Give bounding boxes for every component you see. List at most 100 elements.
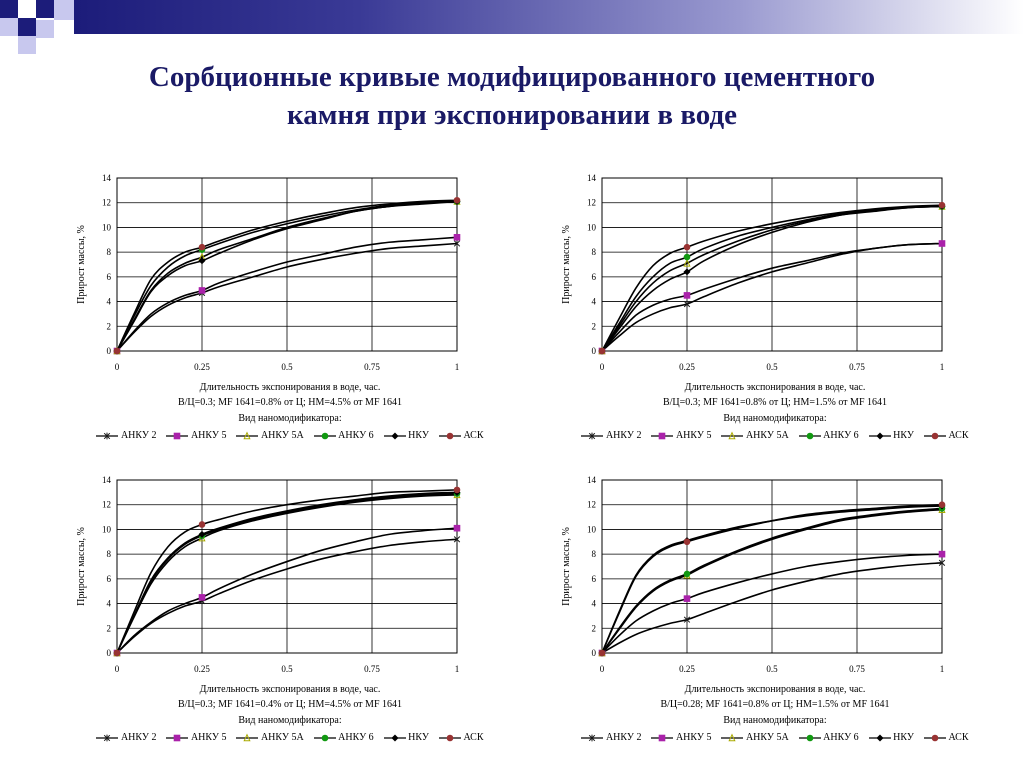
legend-marker bbox=[931, 432, 939, 440]
x-tick-label: 1 bbox=[940, 664, 945, 674]
legend-marker bbox=[876, 734, 884, 742]
legend-marker bbox=[931, 734, 939, 742]
legend-marker bbox=[806, 432, 813, 440]
legend-swatch bbox=[383, 734, 406, 742]
legend-item: АНКУ 2 bbox=[96, 732, 156, 743]
title-line-2: камня при экспонировании в воде bbox=[286, 99, 737, 131]
deco-square bbox=[0, 18, 18, 36]
legend-marker bbox=[728, 431, 737, 440]
y-tick-label: 6 bbox=[107, 574, 112, 584]
series-line bbox=[116, 489, 458, 654]
deco-square bbox=[18, 36, 36, 54]
data-point bbox=[938, 550, 946, 558]
series-line bbox=[116, 527, 458, 654]
deco-square bbox=[36, 20, 54, 38]
y-tick-label: 0 bbox=[107, 346, 112, 356]
series-line bbox=[601, 503, 943, 654]
y-tick-label: 12 bbox=[102, 500, 111, 510]
legend-title: Вид наномодификатора: bbox=[723, 715, 827, 726]
legend-label: АНКУ 6 bbox=[335, 732, 374, 743]
legend-label: АНКУ 5 bbox=[673, 732, 712, 743]
x-tick-label: 0.75 bbox=[849, 362, 865, 372]
y-tick-label: 10 bbox=[587, 222, 597, 232]
chart-legend: АНКУ 2 АНКУ 5 АНКУ 5А АНКУ 6 НКУ АСК bbox=[55, 732, 525, 743]
legend-marker bbox=[391, 432, 399, 440]
y-tick-label: 14 bbox=[587, 475, 597, 485]
x-tick-label: 1 bbox=[455, 664, 460, 674]
legend-item: НКУ bbox=[868, 732, 914, 743]
legend-label: АСК bbox=[945, 732, 969, 743]
deco-square bbox=[0, 0, 18, 18]
plot-frame bbox=[601, 177, 943, 352]
data-point bbox=[198, 257, 206, 265]
legend-item: АНКУ 5А bbox=[721, 430, 789, 441]
legend-label: АНКУ 2 bbox=[118, 430, 157, 441]
deco-square bbox=[18, 0, 36, 18]
chart-legend: АНКУ 2 АНКУ 5 АНКУ 5А АНКУ 6 НКУ АСК bbox=[540, 430, 1010, 441]
chart-svg: 0 2 4 6 8 10 12 14 0 0.25 0.5 0.75 1 Прирост массы, % bbox=[561, 173, 946, 372]
legend-marker bbox=[728, 733, 737, 742]
y-tick-label: 12 bbox=[587, 500, 596, 510]
legend-label: НКУ bbox=[890, 732, 914, 743]
chart-panel-4: 0 2 4 6 8 10 12 14 0 0.25 0.5 0.75 1 Прирост массы, %… bbox=[540, 470, 1010, 770]
y-tick-label: 10 bbox=[102, 222, 112, 232]
data-point bbox=[683, 595, 691, 602]
legend-label: АНКУ 2 bbox=[118, 732, 157, 743]
y-tick-label: 10 bbox=[587, 524, 597, 534]
data-point bbox=[113, 649, 121, 657]
data-point bbox=[683, 258, 691, 267]
data-point bbox=[598, 649, 606, 657]
y-tick-label: 0 bbox=[592, 648, 597, 658]
deco-square bbox=[54, 0, 74, 20]
series-line bbox=[601, 508, 943, 654]
legend-swatch bbox=[581, 734, 604, 742]
series-line bbox=[116, 236, 458, 352]
legend-swatch bbox=[923, 432, 946, 440]
legend-label: АНКУ 5 bbox=[188, 732, 227, 743]
legend-swatch bbox=[313, 734, 336, 742]
legend-swatch bbox=[798, 734, 821, 742]
chart-panel-3: 0 2 4 6 8 10 12 14 0 0.25 0.5 0.75 1 Прирост массы, %… bbox=[55, 470, 525, 770]
legend-swatch bbox=[721, 733, 744, 742]
legend-label: НКУ bbox=[405, 430, 429, 441]
y-tick-label: 14 bbox=[587, 173, 597, 183]
data-point bbox=[683, 570, 691, 578]
x-tick-label: 0.25 bbox=[679, 362, 695, 372]
y-tick-label: 2 bbox=[592, 321, 597, 331]
data-point bbox=[683, 300, 691, 308]
slide-title: Сорбционные кривые модифицированного цем… bbox=[0, 58, 1024, 134]
series-line bbox=[601, 553, 943, 654]
y-tick-label: 4 bbox=[107, 297, 112, 307]
x-axis-label: Длительность экспонирования в воде, час. bbox=[199, 382, 381, 393]
legend-label: АНКУ 5А bbox=[258, 430, 304, 441]
series-line bbox=[601, 205, 943, 352]
chart-panel-1: 0 2 4 6 8 10 12 14 0 0.25 0.5 0.75 1 Прирост массы, %… bbox=[55, 168, 525, 468]
x-axis-label: Длительность экспонирования в воде, час. bbox=[684, 684, 866, 695]
x-tick-label: 0 bbox=[115, 664, 120, 674]
x-axis-label: Длительность экспонирования в воде, час. bbox=[684, 382, 866, 393]
legend-swatch bbox=[651, 734, 674, 742]
data-point bbox=[113, 347, 121, 355]
legend-label: АНКУ 2 bbox=[603, 732, 642, 743]
legend-title: Вид наномодификатора: bbox=[238, 715, 342, 726]
chart-legend: АНКУ 2 АНКУ 5 АНКУ 5А АНКУ 6 НКУ АСК bbox=[55, 430, 525, 441]
x-tick-label: 0.75 bbox=[364, 664, 380, 674]
legend-label: АНКУ 5 bbox=[188, 430, 227, 441]
legend-item: АНКУ 5 bbox=[166, 732, 226, 743]
x-tick-label: 0.25 bbox=[194, 362, 210, 372]
y-tick-label: 12 bbox=[102, 198, 111, 208]
x-tick-label: 0.75 bbox=[849, 664, 865, 674]
legend-swatch bbox=[313, 432, 336, 440]
data-point bbox=[938, 201, 946, 209]
legend-swatch bbox=[166, 432, 189, 440]
legend-marker bbox=[321, 432, 328, 440]
y-tick-label: 12 bbox=[587, 198, 596, 208]
legend-label: АНКУ 5 bbox=[673, 430, 712, 441]
deco-square bbox=[36, 0, 54, 18]
series-line bbox=[116, 494, 458, 654]
data-point bbox=[453, 196, 461, 204]
data-point bbox=[598, 347, 606, 355]
data-point bbox=[198, 521, 206, 528]
legend-item: АНКУ 5 bbox=[166, 430, 226, 441]
legend-item: АСК bbox=[438, 732, 484, 743]
